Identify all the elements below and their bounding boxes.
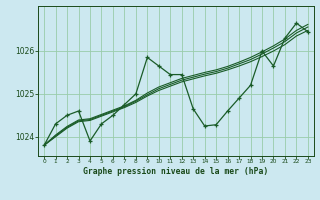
X-axis label: Graphe pression niveau de la mer (hPa): Graphe pression niveau de la mer (hPa): [84, 167, 268, 176]
